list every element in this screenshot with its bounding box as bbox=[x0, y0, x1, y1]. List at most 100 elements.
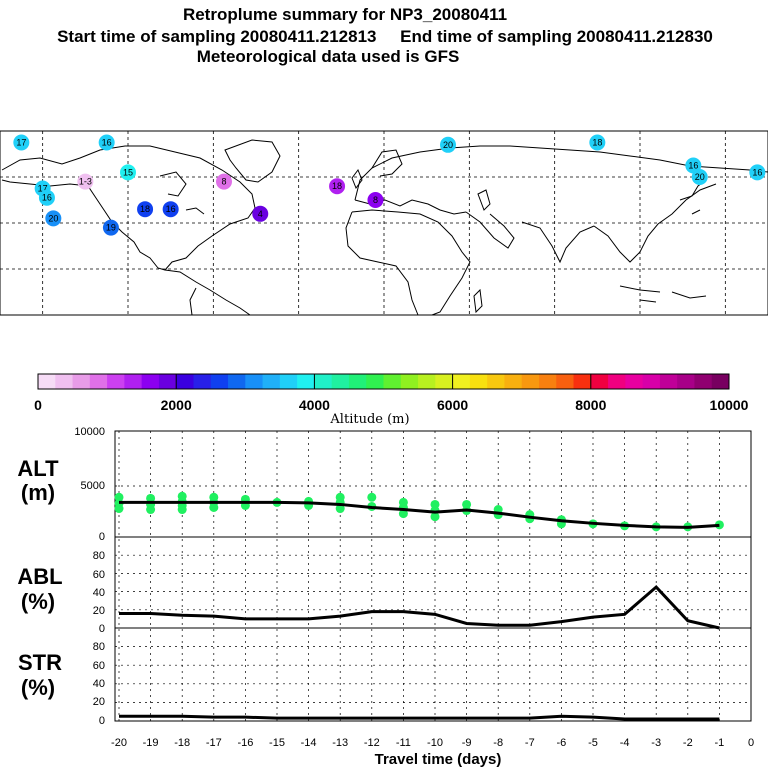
colorbar-cell bbox=[38, 374, 56, 389]
alt-member-point bbox=[430, 512, 440, 522]
colorbar-cell bbox=[418, 374, 436, 389]
trajectory-marker bbox=[252, 205, 269, 222]
x-tick-label: -1 bbox=[715, 737, 725, 749]
colorbar-cell bbox=[659, 374, 678, 389]
colorbar-cell bbox=[331, 374, 350, 389]
figure-title: Retroplume summary for NP3_20080411 bbox=[183, 5, 507, 24]
str-line bbox=[119, 714, 720, 721]
x-axis-label: Travel time (days) bbox=[375, 751, 502, 768]
str-ytick: 40 bbox=[93, 678, 105, 690]
alt-member-point bbox=[209, 503, 219, 512]
colorbar-label: Altitude (m) bbox=[329, 412, 409, 427]
trajectory-marker bbox=[98, 134, 115, 151]
panel-gridlines bbox=[115, 431, 752, 721]
colorbar-cell bbox=[435, 374, 454, 389]
colorbar-tick-label: 2000 bbox=[161, 397, 192, 413]
colorbar-cell bbox=[469, 374, 488, 389]
alt-member-point bbox=[114, 504, 124, 514]
alt-plot bbox=[114, 491, 724, 532]
colorbar-cell bbox=[314, 374, 333, 389]
str-ytick: 60 bbox=[93, 660, 105, 672]
alt-ytick: 10000 bbox=[74, 426, 105, 438]
trajectory-marker bbox=[77, 173, 94, 190]
x-tick-label: 0 bbox=[748, 737, 754, 749]
trajectory-marker bbox=[691, 169, 708, 185]
trajectory-day-label: 18 bbox=[332, 181, 342, 191]
trajectory-day-label: 18 bbox=[140, 204, 150, 214]
x-tick-label: -6 bbox=[557, 737, 567, 749]
colorbar-cell bbox=[538, 374, 557, 389]
x-tick-label: -18 bbox=[174, 737, 190, 749]
str-plot bbox=[119, 714, 720, 721]
trajectory-day-label: 8 bbox=[221, 177, 226, 187]
alt-mean-line bbox=[119, 500, 720, 529]
colorbar-tick-label: 4000 bbox=[299, 397, 330, 413]
x-tick-label: -3 bbox=[651, 737, 661, 749]
alt-member-point bbox=[335, 504, 345, 514]
trajectory-day-label: 20 bbox=[443, 140, 453, 150]
alt-unit: (m) bbox=[21, 480, 55, 505]
colorbar-cells bbox=[38, 374, 730, 389]
x-tick-label: -19 bbox=[143, 737, 159, 749]
colorbar-cell bbox=[228, 374, 246, 389]
abl-label: ABL bbox=[17, 564, 62, 589]
trajectory-day-label: 8 bbox=[373, 195, 378, 205]
trajectory-day-label: 18 bbox=[592, 138, 602, 148]
trajectory-day-label: 16 bbox=[166, 204, 176, 214]
colorbar-cell bbox=[348, 374, 367, 389]
colorbar-cell bbox=[383, 374, 402, 389]
colorbar-cell bbox=[158, 374, 177, 389]
colorbar-cell bbox=[504, 374, 523, 389]
trajectory-day-label: 17 bbox=[16, 138, 26, 148]
panels-frame bbox=[114, 430, 752, 722]
trajectory-marker bbox=[137, 201, 154, 218]
colorbar-cell bbox=[400, 374, 419, 389]
x-tick-label: -5 bbox=[588, 737, 598, 749]
met-data-note: Meteorological data used is GFS bbox=[197, 47, 460, 66]
x-tick-label: -7 bbox=[525, 737, 535, 749]
trajectory-marker bbox=[45, 210, 62, 227]
alt-ytick: 5000 bbox=[81, 480, 105, 492]
x-tick-label: -16 bbox=[237, 737, 253, 749]
colorbar-cell bbox=[711, 374, 730, 389]
str-ytick: 0 bbox=[99, 715, 105, 727]
trajectory-day-label: 16 bbox=[688, 161, 698, 171]
abl-unit: (%) bbox=[21, 589, 55, 614]
trajectory-marker bbox=[329, 178, 346, 195]
colorbar-cell bbox=[677, 374, 695, 389]
colorbar-tick-label: 10000 bbox=[710, 397, 749, 413]
colorbar-ticks: 0 2000 4000 6000 8000 10000 bbox=[34, 374, 749, 413]
colorbar-cell bbox=[72, 374, 91, 389]
alt-label: ALT bbox=[17, 456, 59, 481]
trajectory-marker bbox=[440, 136, 456, 153]
str-ytick: 80 bbox=[93, 641, 105, 653]
colorbar-cell bbox=[452, 374, 471, 389]
trajectory-day-label: 17 bbox=[38, 184, 48, 194]
str-unit: (%) bbox=[21, 675, 55, 700]
colorbar-tick-label: 6000 bbox=[437, 397, 468, 413]
alt-member-point bbox=[146, 505, 156, 515]
x-tick-label: -12 bbox=[364, 737, 380, 749]
abl-plot bbox=[119, 584, 720, 630]
colorbar-cell bbox=[89, 374, 108, 389]
colorbar-tick-label: 8000 bbox=[575, 397, 606, 413]
colorbar-cell bbox=[55, 374, 74, 389]
colorbar-cell bbox=[694, 374, 713, 389]
colorbar-cell bbox=[262, 374, 281, 389]
trajectory-marker bbox=[102, 219, 119, 236]
colorbar-cell bbox=[487, 374, 505, 389]
colorbar-cell bbox=[193, 374, 212, 389]
trajectory-marker bbox=[589, 134, 606, 151]
trajectory-marker bbox=[749, 164, 766, 181]
trajectory-day-label: 20 bbox=[48, 213, 58, 223]
alt-member-point bbox=[367, 492, 377, 502]
trajectory-day-label: 19 bbox=[106, 223, 116, 233]
trajectory-day-label: 16 bbox=[102, 138, 112, 148]
x-tick-label: -4 bbox=[620, 737, 630, 749]
x-tick-label: -17 bbox=[206, 737, 222, 749]
altitude-colorbar: 0 2000 4000 6000 8000 10000 Altitude (m) bbox=[34, 373, 749, 427]
x-axis-ticks: -20 -19 -18 -17 -16 -15 -14 -13 -12 -11 -10 -9 -8 -7-… bbox=[111, 737, 754, 749]
x-tick-label: -20 bbox=[111, 737, 127, 749]
